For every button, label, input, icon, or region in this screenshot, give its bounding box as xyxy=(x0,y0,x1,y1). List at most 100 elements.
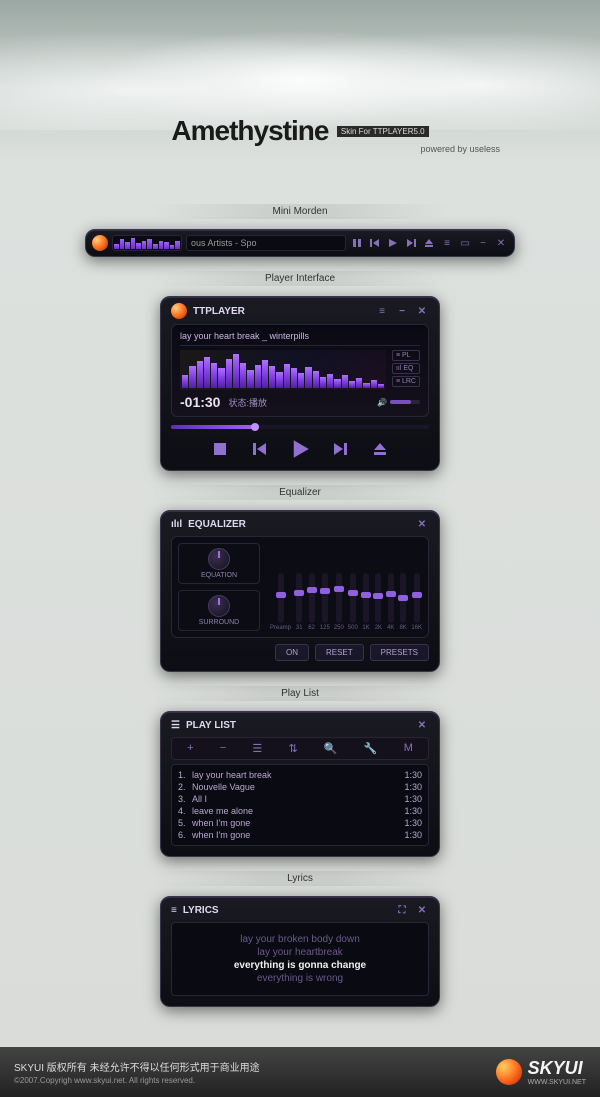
lyrics-close-icon[interactable]: ✕ xyxy=(415,903,429,917)
eq-slider[interactable] xyxy=(322,573,328,623)
logo-url: WWW.SKYUI.NET xyxy=(528,1079,586,1086)
eq-band-1K: 1K xyxy=(362,573,370,631)
mini-close-icon[interactable]: ✕ xyxy=(494,236,508,250)
mini-visualizer xyxy=(112,235,182,251)
eq-slider[interactable] xyxy=(375,573,381,623)
side-lrc-button[interactable]: ≡ LRC xyxy=(392,376,420,387)
playlist-row[interactable]: 4.leave me alone1:30 xyxy=(178,805,422,817)
volume-slider[interactable] xyxy=(390,400,420,404)
pl-sort-button[interactable]: ⇅ xyxy=(288,742,297,755)
footer-copyright: SKYUI 版权所有 未经允许不得以任何形式用于商业用途 xyxy=(14,1059,496,1074)
player-close-icon[interactable]: ✕ xyxy=(415,304,429,318)
mini-track-display: ous Artists - Spo xyxy=(186,235,346,251)
volume-icon[interactable]: 🔊 xyxy=(377,398,387,407)
playlist-row[interactable]: 3.All I1:30 xyxy=(178,793,422,805)
mini-next-button[interactable] xyxy=(404,236,418,250)
eq-slider[interactable] xyxy=(296,573,302,623)
eject-button[interactable] xyxy=(367,438,393,460)
section-label-lyrics: Lyrics xyxy=(150,871,450,886)
eq-freq-label: 16K xyxy=(411,625,422,631)
playlist-close-icon[interactable]: ✕ xyxy=(415,718,429,732)
footer: SKYUI 版权所有 未经允许不得以任何形式用于商业用途 ©2007.Copyr… xyxy=(0,1047,600,1097)
equation-knob-box: EQUATION xyxy=(178,543,260,584)
eq-freq-label: 125 xyxy=(320,625,330,631)
eq-band-31: 31 xyxy=(295,573,303,631)
mini-eject-button[interactable] xyxy=(422,236,436,250)
eq-slider[interactable] xyxy=(350,573,356,623)
eq-slider[interactable] xyxy=(388,573,394,623)
surround-knob[interactable] xyxy=(208,595,230,617)
next-button[interactable] xyxy=(327,438,353,460)
footer-rights: ©2007.Copyrigh www.skyui.net. All rights… xyxy=(14,1076,496,1085)
eq-slider[interactable] xyxy=(278,573,284,623)
lyrics-icon: ≡ xyxy=(171,905,177,916)
eq-close-icon[interactable]: ✕ xyxy=(415,517,429,531)
progress-bar[interactable] xyxy=(171,425,429,429)
eq-freq-label: 1K xyxy=(362,625,369,631)
section-label-player: Player Interface xyxy=(150,271,450,286)
title-block: Amethystine Skin For TTPLAYER5.0 powered… xyxy=(0,115,600,154)
stop-button[interactable] xyxy=(207,438,233,460)
player-panel: TTPLAYER ≡ − ✕ lay your heart break _ wi… xyxy=(160,296,440,471)
player-titlebar: TTPLAYER ≡ − ✕ xyxy=(171,303,429,324)
lyrics-titlebar: ≡ LYRICS ⛶ ✕ xyxy=(171,903,429,922)
player-minimize-icon[interactable]: − xyxy=(395,304,409,318)
equation-knob[interactable] xyxy=(208,548,230,570)
lyrics-panel: ≡ LYRICS ⛶ ✕ lay your broken body downla… xyxy=(160,896,440,1007)
mini-prev-button[interactable] xyxy=(368,236,382,250)
playlist-row[interactable]: 1.lay your heart break1:30 xyxy=(178,769,422,781)
eq-band-4K: 4K xyxy=(387,573,395,631)
section-label-mini: Mini Morden xyxy=(150,204,450,219)
eq-reset-button[interactable]: RESET xyxy=(315,644,364,661)
mini-pause-button[interactable] xyxy=(350,236,364,250)
playlist-row[interactable]: 6.when I'm gone1:30 xyxy=(178,829,422,841)
player-track-title: lay your heart break _ winterpills xyxy=(180,331,420,346)
side-eq-button[interactable]: ııl EQ xyxy=(392,363,420,374)
player-spectrum xyxy=(180,350,386,390)
eq-slider[interactable] xyxy=(400,573,406,623)
prev-button[interactable] xyxy=(247,438,273,460)
playlist-panel: ☰ PLAY LIST ✕ + − ☰ ⇅ 🔍 🔧 M 1.lay your h… xyxy=(160,711,440,857)
playlist-row[interactable]: 5.when I'm gone1:30 xyxy=(178,817,422,829)
lyric-line: lay your heartbreak xyxy=(182,946,418,959)
eq-freq-label: Preamp xyxy=(270,625,291,631)
eq-slider[interactable] xyxy=(309,573,315,623)
mini-menu-icon[interactable]: ≡ xyxy=(440,236,454,250)
mini-restore-icon[interactable]: ▭ xyxy=(458,236,472,250)
eq-presets-button[interactable]: PRESETS xyxy=(370,644,429,661)
lyric-line: everything is gonna change xyxy=(182,959,418,972)
player-status: 状态:播放 xyxy=(228,396,267,409)
lyrics-title: LYRICS xyxy=(183,905,219,916)
eq-slider[interactable] xyxy=(414,573,420,623)
eq-band-62: 62 xyxy=(307,573,315,631)
pl-search-button[interactable]: 🔍 xyxy=(324,742,338,755)
eq-freq-label: 250 xyxy=(334,625,344,631)
lyrics-body: lay your broken body downlay your heartb… xyxy=(171,922,429,996)
mini-play-button[interactable] xyxy=(386,236,400,250)
player-app-title: TTPLAYER xyxy=(193,306,245,317)
lyrics-expand-icon[interactable]: ⛶ xyxy=(395,903,409,917)
side-pl-button[interactable]: ≡ PL xyxy=(392,350,420,361)
eq-on-button[interactable]: ON xyxy=(275,644,309,661)
list-icon: ☰ xyxy=(171,720,180,731)
pl-remove-button[interactable]: − xyxy=(220,742,226,755)
mini-minimize-icon[interactable]: − xyxy=(476,236,490,250)
player-menu-icon[interactable]: ≡ xyxy=(375,304,389,318)
app-orb-icon xyxy=(171,303,187,319)
lyric-line: everything is wrong xyxy=(182,972,418,985)
playlist-row[interactable]: 2.Nouvelle Vague1:30 xyxy=(178,781,422,793)
pl-list-button[interactable]: ☰ xyxy=(252,742,262,755)
eq-freq-label: 62 xyxy=(308,625,315,631)
logo-orb-icon xyxy=(496,1059,522,1085)
player-time: -01:30 xyxy=(180,394,220,410)
play-button[interactable] xyxy=(287,438,313,460)
eq-band-16K: 16K xyxy=(411,573,422,631)
pl-mode-button[interactable]: M xyxy=(404,742,413,755)
eq-slider[interactable] xyxy=(336,573,342,623)
mini-player-panel: ous Artists - Spo ≡ ▭ − ✕ xyxy=(85,229,515,257)
pl-settings-button[interactable]: 🔧 xyxy=(364,742,378,755)
pl-add-button[interactable]: + xyxy=(187,742,193,755)
title-main: Amethystine xyxy=(171,115,328,146)
eq-slider[interactable] xyxy=(363,573,369,623)
playlist-body: 1.lay your heart break1:302.Nouvelle Vag… xyxy=(171,764,429,846)
